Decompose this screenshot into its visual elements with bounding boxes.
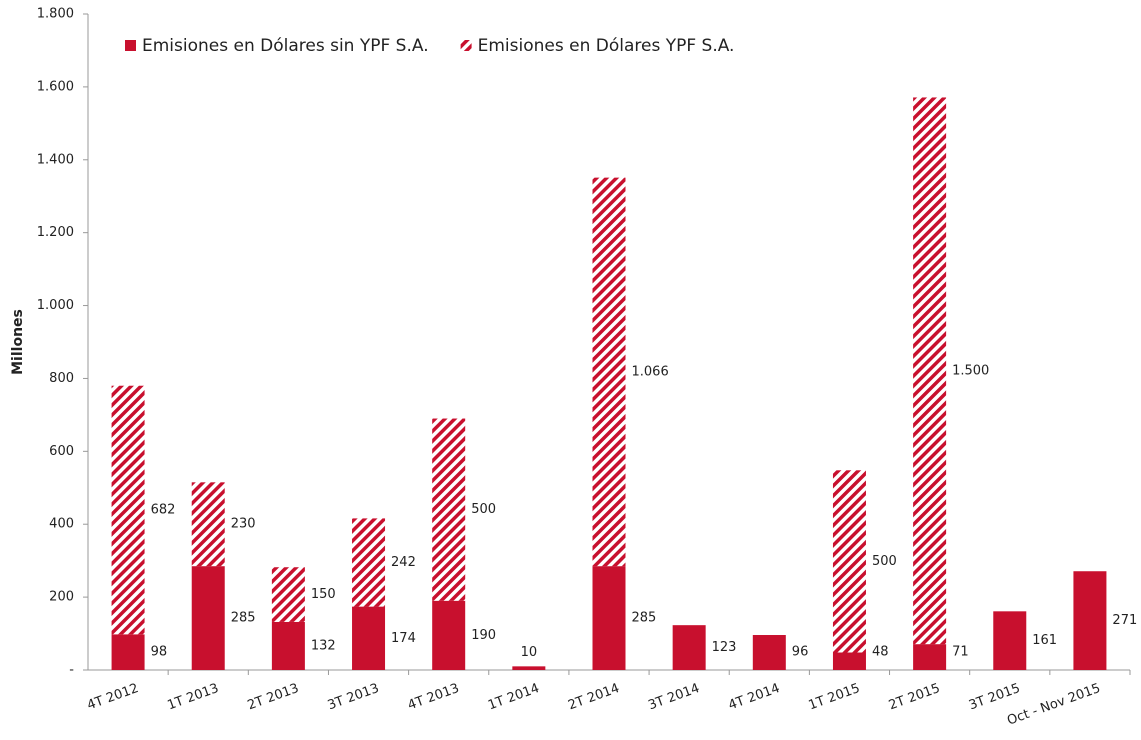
y-tick-label: 800 xyxy=(49,371,74,386)
legend-marker xyxy=(460,40,472,51)
bar-segment xyxy=(913,644,947,670)
bar-segment xyxy=(432,600,466,670)
x-tick-label: 3T 2015 xyxy=(967,681,1022,713)
x-tick-label: 4T 2012 xyxy=(85,681,140,713)
bar-segment xyxy=(592,566,626,670)
x-tick-label: 3T 2014 xyxy=(646,681,701,713)
x-tick-label: 3T 2013 xyxy=(326,681,381,713)
bar-segment xyxy=(271,567,305,622)
y-axis-label: Millones xyxy=(10,309,26,375)
y-tick-label: 200 xyxy=(49,590,74,605)
bar-segment xyxy=(752,635,786,670)
bar-segment xyxy=(592,177,626,567)
bar-segment xyxy=(352,606,386,670)
legend-label: Emisiones en Dólares YPF S.A. xyxy=(478,36,735,56)
data-label: 174 xyxy=(391,631,416,646)
data-label: 1.066 xyxy=(632,364,669,379)
y-tick-label: 1.400 xyxy=(37,152,74,167)
x-tick-label: 2T 2014 xyxy=(566,681,621,713)
bar-segment xyxy=(111,385,145,635)
x-tick-label: Oct - Nov 2015 xyxy=(1005,681,1102,729)
data-label: 242 xyxy=(391,555,416,570)
bar-segment xyxy=(191,566,225,670)
y-tick-label: 1.200 xyxy=(37,225,74,240)
data-label: 230 xyxy=(231,517,256,532)
data-label: 132 xyxy=(311,638,336,653)
data-label: 150 xyxy=(311,587,336,602)
y-tick-label: 600 xyxy=(49,444,74,459)
x-tick-label: 2T 2015 xyxy=(887,681,942,713)
data-label: 682 xyxy=(151,503,176,518)
y-tick-label: 1.800 xyxy=(37,7,74,22)
bar-segment xyxy=(1073,571,1107,670)
data-label: 190 xyxy=(471,628,496,643)
data-label: 71 xyxy=(952,645,969,660)
y-tick-label: 1.600 xyxy=(37,79,74,94)
x-tick-label: 2T 2013 xyxy=(246,681,301,713)
bar-segment xyxy=(832,652,866,670)
y-tick-label: 400 xyxy=(49,517,74,532)
x-tick-label: 4T 2013 xyxy=(406,681,461,713)
bar-segment xyxy=(271,621,305,670)
bar-segment xyxy=(432,418,466,601)
x-tick-label: 1T 2013 xyxy=(165,681,220,713)
data-label: 48 xyxy=(872,645,889,660)
data-label: 271 xyxy=(1112,613,1137,628)
legend-marker xyxy=(125,40,136,51)
data-label: 161 xyxy=(1032,633,1057,648)
data-label: 96 xyxy=(792,645,809,660)
bar-segment xyxy=(111,634,145,670)
data-label: 1.500 xyxy=(952,363,989,378)
bar-segment xyxy=(191,482,225,567)
y-tick-label: - xyxy=(69,663,74,678)
data-label: 10 xyxy=(521,645,538,660)
y-tick-label: 1.000 xyxy=(37,298,74,313)
bar-segment xyxy=(993,611,1027,670)
x-tick-label: 1T 2015 xyxy=(807,681,862,713)
bar-segment xyxy=(832,470,866,653)
data-label: 500 xyxy=(872,554,897,569)
legend-label: Emisiones en Dólares sin YPF S.A. xyxy=(142,36,429,56)
x-tick-label: 4T 2014 xyxy=(727,681,782,713)
data-label: 500 xyxy=(471,502,496,517)
bar-segment xyxy=(913,97,947,645)
data-label: 285 xyxy=(632,611,657,626)
bar-segment xyxy=(512,666,546,670)
bar-segment xyxy=(352,518,386,607)
data-label: 98 xyxy=(151,645,168,660)
data-label: 123 xyxy=(712,640,737,655)
data-label: 285 xyxy=(231,611,256,626)
x-tick-label: 1T 2014 xyxy=(486,681,541,713)
bar-segment xyxy=(672,625,706,670)
